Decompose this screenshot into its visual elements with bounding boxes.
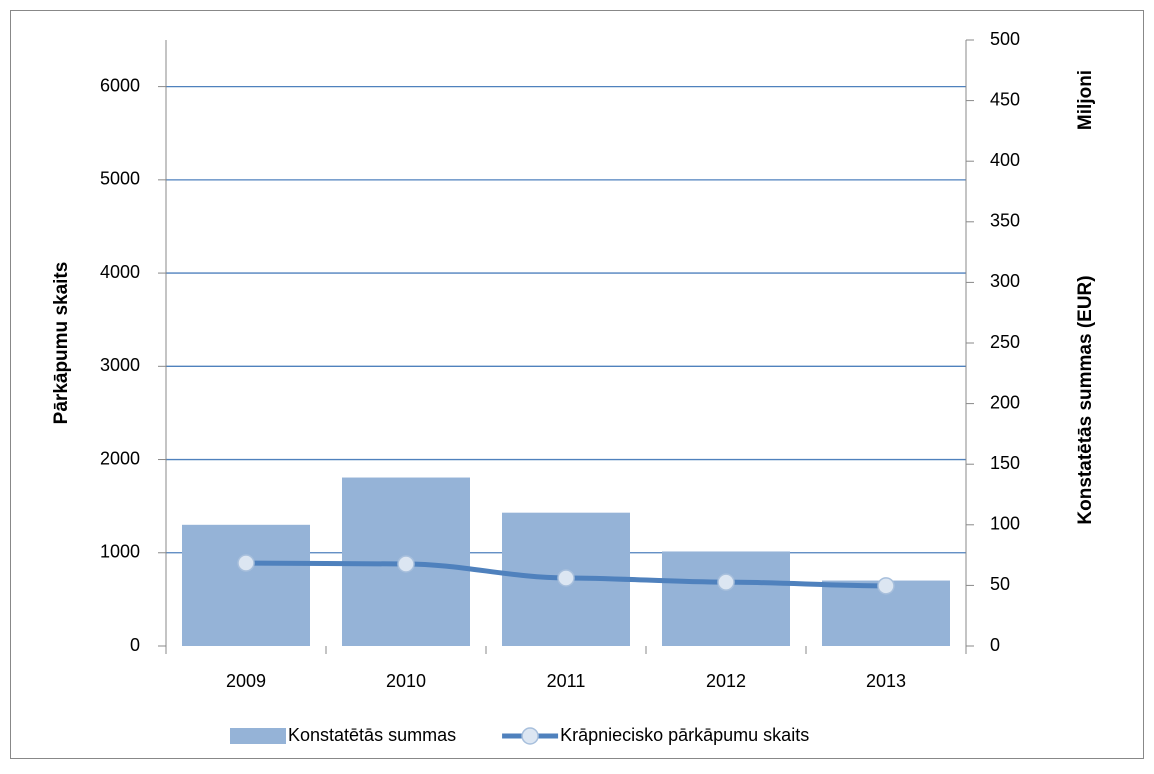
- x-tick-label: 2012: [706, 671, 746, 691]
- line-marker: [717, 573, 735, 591]
- y-axis-title: Pārkāpumu skaits: [51, 262, 72, 425]
- y-tick-label: 1000: [100, 542, 140, 562]
- legend-label: Konstatētās summas: [288, 725, 456, 745]
- y2-tick-label: 350: [990, 211, 1020, 231]
- y-tick-label: 5000: [100, 169, 140, 189]
- y-tick-label: 0: [130, 635, 140, 655]
- x-tick-label: 2009: [226, 671, 266, 691]
- y2-axis-unit: Miljoni: [1075, 70, 1096, 130]
- legend-swatch: [230, 728, 286, 744]
- x-tick-label: 2010: [386, 671, 426, 691]
- y2-axis-title: Konstatētās summas (EUR): [1075, 275, 1096, 524]
- y-tick-label: 3000: [100, 355, 140, 375]
- legend-label: Krāpniecisko pārkāpumu skaits: [560, 725, 809, 745]
- y2-tick-label: 50: [990, 574, 1010, 594]
- line-marker: [397, 555, 415, 573]
- y2-tick-label: 150: [990, 453, 1020, 473]
- y2-tick-label: 0: [990, 635, 1000, 655]
- line-marker: [557, 569, 575, 587]
- x-tick-label: 2013: [866, 671, 906, 691]
- bar: [182, 524, 310, 646]
- y2-tick-label: 400: [990, 150, 1020, 170]
- y-tick-label: 6000: [100, 75, 140, 95]
- y2-tick-label: 250: [990, 332, 1020, 352]
- bar: [662, 551, 790, 646]
- y2-tick-label: 100: [990, 514, 1020, 534]
- y2-tick-label: 200: [990, 392, 1020, 412]
- y-tick-label: 4000: [100, 262, 140, 282]
- legend-marker: [521, 727, 539, 745]
- y-tick-label: 2000: [100, 448, 140, 468]
- x-tick-label: 2011: [547, 671, 586, 691]
- y2-tick-label: 450: [990, 89, 1020, 109]
- y2-tick-label: 500: [990, 29, 1020, 49]
- line-marker: [237, 554, 255, 572]
- line-marker: [877, 577, 895, 595]
- y2-tick-label: 300: [990, 271, 1020, 291]
